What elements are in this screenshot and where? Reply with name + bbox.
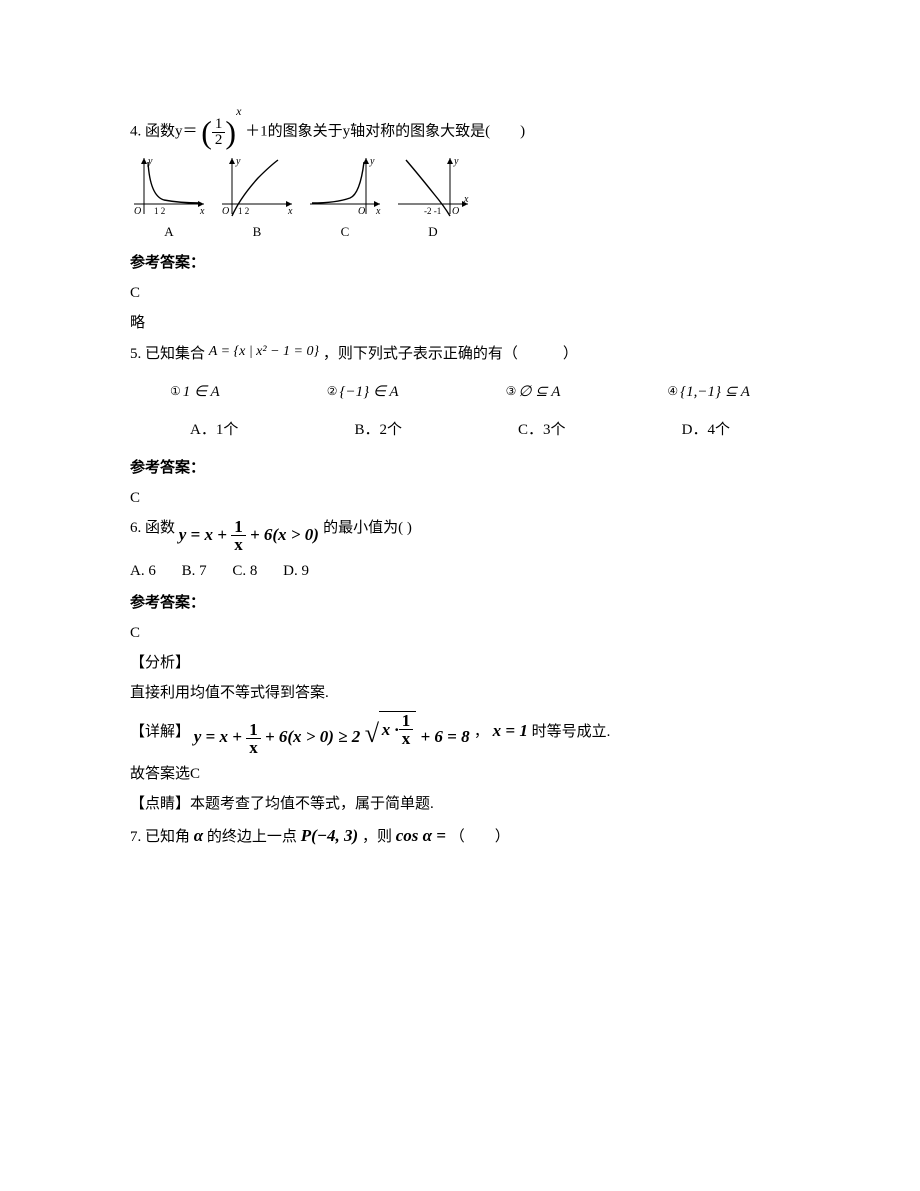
graph-b-label: B <box>218 222 296 243</box>
svg-text:x: x <box>199 206 205 217</box>
q6-opt-c: C. 8 <box>232 563 257 579</box>
q6-remark-label: 【点睛】 <box>130 796 190 812</box>
graph-b-svg: O x y 1 2 <box>218 154 296 220</box>
svg-text:x: x <box>375 206 381 217</box>
q5-statements: ① 1 ∈ A ② {−1} ∈ A ③ ∅ ⊆ A ④ {1,−1} ⊆ A <box>130 380 790 404</box>
q5-suffix: ，则下列式子表示正确的有（ ） <box>323 346 578 362</box>
q6-equal-cond: x = 1 <box>493 721 528 740</box>
svg-text:O: O <box>358 206 365 217</box>
svg-text:1 2: 1 2 <box>238 206 249 216</box>
q6-suffix: 的最小值为( ) <box>323 520 412 536</box>
q6-eq: y = x + 1x + 6(x > 0) <box>179 525 323 544</box>
stmt-4: ④ {1,−1} ⊆ A <box>667 380 750 404</box>
q7-point: P(−4, 3) <box>301 826 359 845</box>
half-to-x: ( 1 2 ) <box>201 116 236 148</box>
q7-stem: 7. 已知角 α 的终边上一点 P(−4, 3) ，则 cos α = （ ） <box>130 822 790 849</box>
q4-suffix: ＋1的图象关于y轴对称的图象大致是( ) <box>245 123 525 139</box>
opt-a: A．1个 <box>190 418 238 442</box>
q7-mid1: 的终边上一点 <box>207 829 297 845</box>
q6-detail-after: ， <box>474 724 489 740</box>
q4-note: 略 <box>130 311 790 335</box>
exponent-x: x <box>236 104 241 118</box>
svg-text:O: O <box>452 206 459 217</box>
q7-alpha1: α <box>194 826 203 845</box>
graph-d-label: D <box>394 222 472 243</box>
q6-prefix: 6. 函数 <box>130 520 175 536</box>
graph-option-a: O x y 1 2 A <box>130 154 208 243</box>
q6-options: A. 6 B. 7 C. 8 D. 9 <box>130 559 790 583</box>
q6-detail: 【详解】 y = x + 1x + 6(x > 0) ≥ 2 √ x · 1x … <box>130 711 790 756</box>
sqrt-icon: √ x · 1x <box>364 711 416 747</box>
graph-option-d: O x y -2 -1 D <box>394 154 472 243</box>
graph-a-label: A <box>130 222 208 243</box>
svg-text:y: y <box>453 156 459 167</box>
q4-stem: 4. 函数y＝ ( 1 2 ) x ＋1的图象关于y轴对称的图象大致是( ) <box>130 116 790 148</box>
stmt-1: ① 1 ∈ A <box>170 380 220 404</box>
q5-set: A = {x | x² − 1 = 0} <box>209 344 319 359</box>
q6-analysis-label: 【分析】 <box>130 651 790 675</box>
q6-answer-label: 参考答案： <box>130 591 790 615</box>
svg-text:y: y <box>369 156 375 167</box>
q6-analysis-body: 直接利用均值不等式得到答案. <box>130 681 790 705</box>
q5-answer-label: 参考答案： <box>130 456 790 480</box>
graph-option-b: O x y 1 2 B <box>218 154 296 243</box>
stmt-3: ③ ∅ ⊆ A <box>506 380 561 404</box>
q6-conclusion: 故答案选C <box>130 762 790 786</box>
opt-c: C．3个 <box>518 418 566 442</box>
opt-b: B．2个 <box>354 418 402 442</box>
q6-opt-d: D. 9 <box>283 563 309 579</box>
q5-answer: C <box>130 486 790 510</box>
q4-answer: C <box>130 281 790 305</box>
svg-text:O: O <box>134 206 141 217</box>
graph-d-svg: O x y -2 -1 <box>394 154 472 220</box>
graph-c-label: C <box>306 222 384 243</box>
q5-stem: 5. 已知集合 A = {x | x² − 1 = 0} ，则下列式子表示正确的… <box>130 341 790 366</box>
stmt-2: ② {−1} ∈ A <box>327 380 399 404</box>
q6-answer: C <box>130 621 790 645</box>
q6-detail-eq: y = x + 1x + 6(x > 0) ≥ 2 √ x · 1x + 6 =… <box>194 727 474 746</box>
svg-text:x: x <box>287 206 293 217</box>
q6-stem: 6. 函数 y = x + 1x + 6(x > 0) 的最小值为( ) <box>130 516 790 554</box>
q4-answer-label: 参考答案： <box>130 251 790 275</box>
q6-equal-cond-tail: 时等号成立. <box>532 724 611 740</box>
q6-opt-a: A. 6 <box>130 563 156 579</box>
q7-tail: （ ） <box>450 829 510 845</box>
svg-text:1 2: 1 2 <box>154 206 165 216</box>
q7-prefix: 7. 已知角 <box>130 829 190 845</box>
svg-text:y: y <box>235 156 241 167</box>
opt-d: D．4个 <box>682 418 730 442</box>
q7-mid2: ，则 <box>362 829 392 845</box>
svg-text:-2 -1: -2 -1 <box>424 206 441 216</box>
q4-graphs-row: O x y 1 2 A O x y 1 2 B O x y <box>130 154 790 243</box>
graph-c-svg: O x y <box>306 154 384 220</box>
svg-text:x: x <box>463 194 469 205</box>
q5-prefix: 5. 已知集合 <box>130 346 205 362</box>
q4-prefix: 4. 函数y＝ <box>130 123 198 139</box>
q5-options: A．1个 B．2个 C．3个 D．4个 <box>130 418 790 442</box>
q6-remark: 【点睛】本题考查了均值不等式，属于简单题. <box>130 792 790 816</box>
q6-remark-body: 本题考查了均值不等式，属于简单题. <box>190 796 434 812</box>
q6-opt-b: B. 7 <box>182 563 207 579</box>
svg-text:O: O <box>222 206 229 217</box>
q7-cos: cos α = <box>396 826 446 845</box>
graph-option-c: O x y C <box>306 154 384 243</box>
graph-a-svg: O x y 1 2 <box>130 154 208 220</box>
q6-detail-label: 【详解】 <box>130 724 190 740</box>
